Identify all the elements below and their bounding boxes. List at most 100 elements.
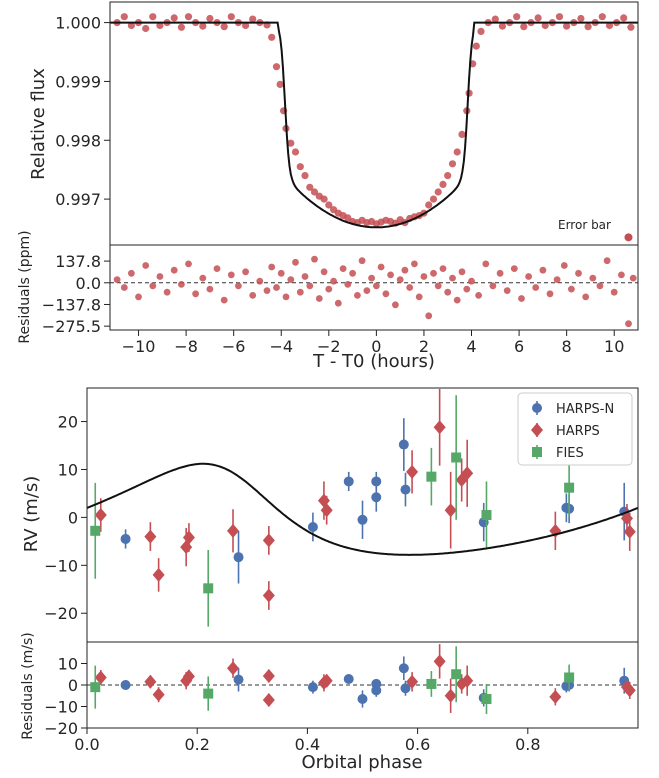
transit-residual-point bbox=[320, 268, 328, 276]
legend-marker-harps-n bbox=[532, 403, 542, 413]
transit-residual-point bbox=[206, 285, 214, 293]
transit-point bbox=[325, 201, 333, 209]
rv-y-label: RV (m/s) bbox=[21, 476, 42, 553]
transit-point bbox=[563, 22, 571, 30]
rv-point-harps bbox=[182, 669, 195, 684]
transit-residual-point bbox=[113, 276, 121, 283]
transit-residual-point bbox=[142, 262, 150, 269]
transit-point bbox=[310, 188, 319, 196]
error-bar-point bbox=[624, 233, 633, 242]
rv-point-harps bbox=[152, 567, 165, 582]
rv-residual-y-ticks: 10 0 −10 −20 bbox=[44, 655, 87, 738]
rv-point-fies bbox=[481, 693, 492, 704]
rv-point-harps bbox=[433, 654, 446, 669]
transit-residual-point bbox=[358, 257, 366, 265]
transit-point bbox=[320, 195, 328, 203]
transit-residual-point bbox=[582, 293, 590, 301]
transit-point bbox=[520, 23, 528, 31]
transit-point bbox=[584, 23, 592, 31]
transit-point bbox=[177, 23, 185, 31]
transit-residual-points bbox=[113, 255, 637, 328]
rv-legend: HARPS-N HARPS FIES bbox=[517, 392, 633, 466]
rv-point-fies bbox=[426, 471, 437, 482]
rv-point-fies bbox=[451, 452, 462, 463]
transit-residual-point bbox=[553, 276, 561, 283]
transit-residual-point bbox=[344, 281, 352, 288]
transit-point bbox=[227, 13, 235, 21]
transit-axes-frame bbox=[109, 1, 639, 246]
transit-residual-point bbox=[392, 301, 399, 309]
legend-label: FIES bbox=[556, 446, 584, 461]
legend-marker-harps bbox=[531, 423, 543, 437]
transit-residual-point bbox=[510, 265, 518, 272]
transit-point bbox=[541, 21, 549, 30]
transit-point bbox=[598, 13, 606, 21]
rv-point-harps-n bbox=[307, 521, 318, 532]
transit-residual-point bbox=[496, 269, 504, 277]
transit-residual-point bbox=[458, 268, 466, 276]
transit-residual-point bbox=[192, 290, 200, 298]
error-bar-label: Error bar bbox=[558, 218, 611, 232]
transit-residual-point bbox=[199, 274, 207, 282]
rv-point-harps bbox=[623, 524, 636, 539]
transit-point bbox=[120, 13, 128, 21]
transit-residual-point bbox=[411, 260, 418, 268]
rv-point-harps bbox=[406, 464, 419, 479]
y-tick-label: 0.997 bbox=[55, 190, 101, 209]
rv-point-harps bbox=[461, 673, 474, 688]
transit-residual-point bbox=[149, 282, 157, 290]
rv-x-ticks: 0.0 0.2 0.4 0.6 0.8 bbox=[74, 728, 541, 754]
transit-residual-point bbox=[339, 265, 347, 272]
rv-point-harps-n bbox=[307, 682, 318, 693]
transit-point bbox=[472, 42, 480, 50]
rv-point-harps-n bbox=[343, 673, 354, 684]
rv-point-fies bbox=[203, 583, 214, 594]
transit-residual-point bbox=[311, 255, 318, 263]
rv-point-harps bbox=[262, 693, 275, 708]
rv-y-ticks: 20 10 0 −10 −20 bbox=[44, 413, 87, 623]
transit-residual-point bbox=[434, 282, 442, 290]
transit-point bbox=[453, 148, 461, 156]
x-tick-label: 0.2 bbox=[184, 735, 209, 754]
rv-point-harps-n bbox=[120, 533, 131, 544]
transit-residual-point bbox=[292, 258, 299, 266]
transit-residual-point bbox=[589, 274, 597, 282]
transit-residual-point bbox=[315, 295, 323, 302]
transit-residual-point bbox=[568, 285, 575, 293]
rv-point-harps bbox=[262, 533, 275, 548]
rv-point-harps bbox=[182, 530, 195, 545]
rv-point-harps bbox=[94, 508, 107, 522]
transit-residual-point bbox=[220, 296, 228, 304]
rv-point-harps bbox=[433, 420, 446, 435]
x-tick-label: 0.6 bbox=[405, 735, 430, 754]
transit-point bbox=[434, 188, 442, 196]
transit-point bbox=[458, 130, 466, 138]
transit-residual-point bbox=[268, 263, 276, 271]
rv-point-harps-n bbox=[233, 552, 244, 563]
y-tick-label: −10 bbox=[44, 698, 78, 717]
y-tick-label: 137.8 bbox=[55, 252, 101, 271]
transit-point bbox=[296, 163, 304, 171]
transit-residual-point bbox=[406, 284, 414, 291]
transit-residual-point bbox=[482, 260, 490, 268]
rv-point-harps-n bbox=[357, 514, 368, 525]
transit-point bbox=[425, 201, 433, 209]
rv-residuals-panel: 10 0 −10 −20 0.0 0.2 0.4 0.6 0.8 Residuals (m/s… bbox=[20, 632, 639, 773]
y-tick-label: −20 bbox=[44, 719, 78, 738]
rv-point-harps bbox=[227, 661, 240, 676]
transit-residual-point bbox=[242, 268, 250, 276]
transit-residual-point bbox=[330, 277, 337, 285]
rv-point-fies bbox=[564, 482, 575, 493]
transit-residual-point bbox=[560, 262, 568, 269]
transit-residual-point bbox=[306, 282, 314, 290]
transit-residual-point bbox=[401, 266, 409, 274]
transit-residual-point bbox=[618, 271, 625, 279]
rv-point-harps bbox=[262, 668, 275, 683]
rv-point-harps bbox=[144, 529, 157, 544]
transit-residual-point bbox=[525, 273, 532, 280]
x-tick-label: −10 bbox=[122, 337, 156, 356]
rv-point-fies bbox=[564, 672, 575, 683]
transit-point bbox=[620, 14, 628, 22]
y-tick-label: 0.999 bbox=[55, 72, 101, 91]
transit-residual-point bbox=[135, 293, 142, 301]
